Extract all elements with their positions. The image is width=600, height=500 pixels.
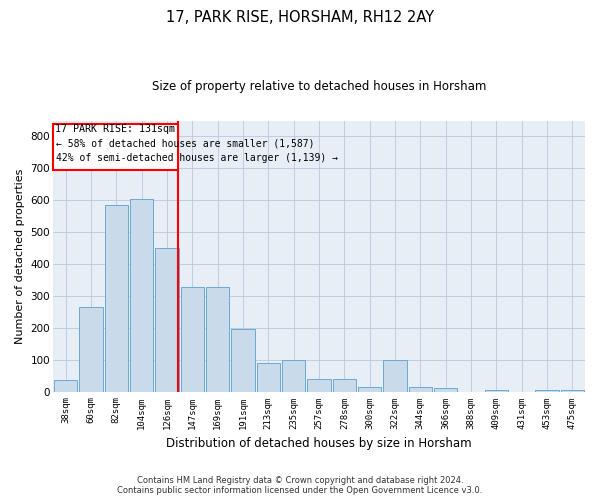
- Bar: [535, 390, 559, 392]
- Bar: [332, 380, 356, 392]
- Bar: [257, 363, 280, 392]
- Bar: [560, 390, 584, 392]
- Bar: [409, 387, 432, 392]
- Bar: [130, 198, 153, 392]
- Bar: [206, 287, 229, 392]
- Bar: [181, 287, 204, 392]
- FancyBboxPatch shape: [53, 124, 178, 170]
- Bar: [282, 360, 305, 392]
- Bar: [232, 330, 254, 392]
- Bar: [358, 387, 382, 392]
- Text: Contains HM Land Registry data © Crown copyright and database right 2024.
Contai: Contains HM Land Registry data © Crown c…: [118, 476, 482, 495]
- X-axis label: Distribution of detached houses by size in Horsham: Distribution of detached houses by size …: [166, 437, 472, 450]
- Bar: [54, 380, 77, 392]
- Bar: [383, 360, 407, 392]
- Y-axis label: Number of detached properties: Number of detached properties: [15, 168, 25, 344]
- Text: ← 58% of detached houses are smaller (1,587): ← 58% of detached houses are smaller (1,…: [56, 139, 314, 149]
- Bar: [155, 248, 179, 392]
- Text: 17, PARK RISE, HORSHAM, RH12 2AY: 17, PARK RISE, HORSHAM, RH12 2AY: [166, 10, 434, 25]
- Bar: [307, 380, 331, 392]
- Title: Size of property relative to detached houses in Horsham: Size of property relative to detached ho…: [152, 80, 486, 93]
- Bar: [485, 390, 508, 392]
- Text: 17 PARK RISE: 131sqm: 17 PARK RISE: 131sqm: [55, 124, 175, 134]
- Text: 42% of semi-detached houses are larger (1,139) →: 42% of semi-detached houses are larger (…: [56, 152, 338, 162]
- Bar: [104, 205, 128, 392]
- Bar: [434, 388, 457, 392]
- Bar: [79, 307, 103, 392]
